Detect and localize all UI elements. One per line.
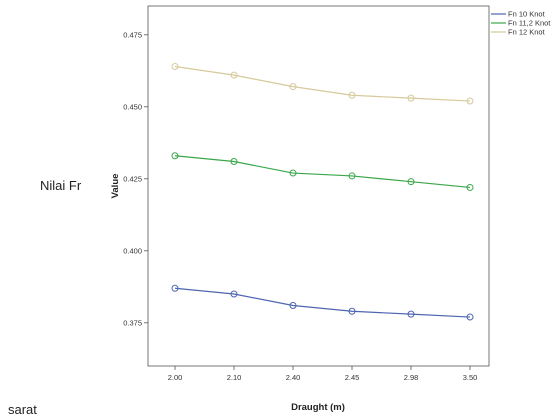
data-point <box>171 152 179 160</box>
data-point <box>407 94 415 102</box>
data-point <box>289 83 297 91</box>
data-point <box>230 158 238 166</box>
x-tick-label: 2.98 <box>404 373 419 382</box>
data-point <box>466 97 474 105</box>
data-point <box>289 302 297 310</box>
y-tick-label: 0.425 <box>123 174 142 183</box>
legend-label: Fn 12 Knot <box>508 28 546 37</box>
data-point <box>289 169 297 177</box>
data-point <box>348 307 356 315</box>
x-axis-title: Draught (m) <box>291 402 345 413</box>
x-tick-label: 2.10 <box>227 373 242 382</box>
series-line-3 <box>174 65 471 102</box>
x-tick-label: 2.00 <box>168 373 183 382</box>
data-point <box>348 172 356 180</box>
data-point <box>171 284 179 292</box>
data-point <box>348 91 356 99</box>
y-axis: 0.375 0.400 0.425 0.450 0.475 <box>123 30 148 327</box>
x-axis: 2.00 2.10 2.40 2.45 2.98 3.50 <box>168 366 478 382</box>
left-side-label: Nilai Fr <box>40 178 82 193</box>
plot-frame <box>147 5 490 367</box>
series-layer <box>171 62 474 321</box>
series-line-2 <box>174 155 471 189</box>
data-point <box>230 71 238 79</box>
y-tick-label: 0.450 <box>123 102 142 111</box>
data-point <box>171 62 179 70</box>
series-line-1 <box>174 287 471 318</box>
legend-label: Fn 10 Knot <box>508 10 546 19</box>
y-tick-label: 0.475 <box>123 30 142 39</box>
x-tick-label: 2.40 <box>286 373 301 382</box>
bottom-side-label: sarat <box>8 402 37 417</box>
y-tick-label: 0.400 <box>123 246 142 255</box>
data-point <box>466 183 474 191</box>
y-tick-label: 0.375 <box>123 318 142 327</box>
x-tick-label: 3.50 <box>463 373 478 382</box>
y-axis-title: Value <box>110 174 121 199</box>
data-point <box>407 310 415 318</box>
data-point <box>230 290 238 298</box>
data-point <box>407 178 415 186</box>
data-point <box>466 313 474 321</box>
x-tick-label: 2.45 <box>345 373 360 382</box>
legend-label: Fn 11,2 Knot <box>508 19 551 28</box>
